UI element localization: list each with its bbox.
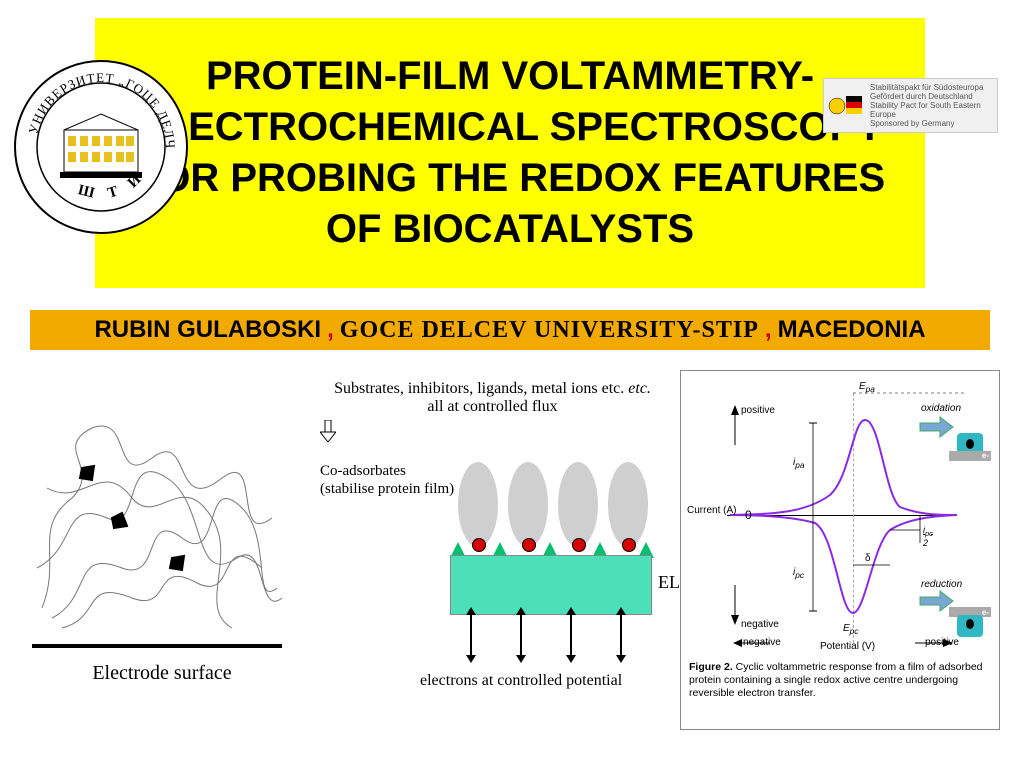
- sponsor-box: Stabilitätspakt für Südosteuropa Geförde…: [823, 78, 998, 133]
- delta-label: δ: [865, 553, 871, 564]
- figure-protein-film-schematic: Substrates, inhibitors, ligands, metal i…: [320, 380, 665, 715]
- sponsor-line: Sponsored by Germany: [870, 119, 993, 128]
- ipa-label: ipa: [793, 457, 805, 470]
- protein-scribble-icon: [22, 408, 292, 648]
- epa-label: Epa: [859, 381, 875, 394]
- country-name: MACEDONIA: [778, 316, 926, 344]
- author-line: RUBIN GULABOSKI , GOCE DELCEV UNIVERSITY…: [30, 310, 990, 350]
- figure-cyclic-voltammogram: positive negative Current (A) 0 negative…: [680, 370, 1000, 730]
- separator: ,: [765, 316, 772, 344]
- electrode-slab: [450, 555, 652, 615]
- reduction-electrode-icon: e-: [949, 607, 991, 635]
- figure2-caption: Figure 2. Cyclic voltammetric response f…: [681, 655, 999, 704]
- reduction-label: reduction: [921, 579, 962, 590]
- separator: ,: [327, 316, 334, 344]
- title-block: PROTEIN-FILM VOLTAMMETRY- ELECTROCHEMICA…: [95, 18, 925, 288]
- figures-row: Electrode surface Substrates, inhibitors…: [0, 380, 1020, 750]
- y-negative-label: negative: [741, 619, 779, 630]
- sponsor-flag-icon: [828, 88, 864, 124]
- university-seal: УНИВЕРЗИТЕТ „ГОЦЕ ДЕЛЧЕВ" Ш Т И П: [12, 58, 190, 236]
- electrode-baseline: [32, 644, 282, 648]
- oxidation-label: oxidation: [921, 403, 961, 414]
- sponsor-line: Stability Pact for South Eastern Europe: [870, 101, 993, 119]
- university-name: GOCE DELCEV UNIVERSITY-STIP: [340, 317, 759, 344]
- epc-label: Epc: [843, 623, 858, 636]
- y-axis-label: Current (A): [687, 505, 736, 516]
- zero-label: 0: [745, 508, 752, 522]
- author-name: RUBIN GULABOSKI: [94, 316, 321, 344]
- ipc-label: ipc: [793, 567, 804, 580]
- x-positive-label: positive: [925, 637, 959, 648]
- substrates-label: Substrates, inhibitors, ligands, metal i…: [320, 380, 665, 416]
- slide-title: PROTEIN-FILM VOLTAMMETRY- ELECTROCHEMICA…: [95, 43, 925, 264]
- oxidation-electrode-icon: e-: [949, 433, 991, 461]
- sponsor-line: Stabilitätspakt für Südosteuropa: [870, 83, 993, 92]
- down-arrow-icon: [320, 420, 336, 442]
- sponsor-line: Gefördert durch Deutschland: [870, 92, 993, 101]
- electron-arrows: [460, 613, 640, 663]
- sponsor-text: Stabilitätspakt für Südosteuropa Geförde…: [870, 83, 993, 128]
- x-axis-label: Potential (V): [820, 641, 875, 652]
- figure-left-caption: Electrode surface: [22, 662, 302, 685]
- y-positive-label: positive: [741, 405, 775, 416]
- ipc-half-label: ipc2: [923, 525, 933, 548]
- x-negative-label: negative: [743, 637, 781, 648]
- electrons-caption: electrons at controlled potential: [420, 672, 622, 690]
- figure-protein-structure: Electrode surface: [22, 408, 302, 688]
